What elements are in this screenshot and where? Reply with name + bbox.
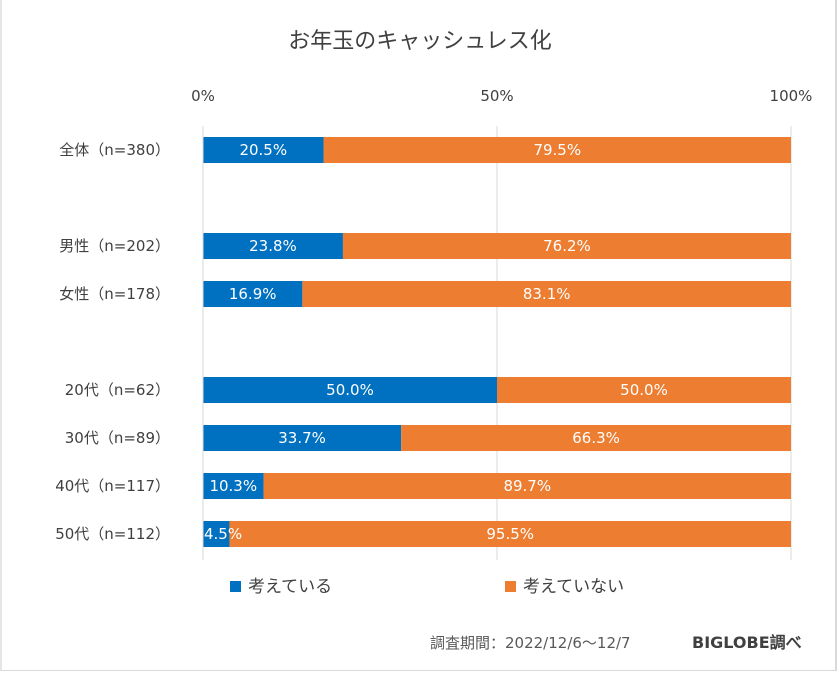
bar-segment-thinking[interactable] <box>203 281 303 307</box>
bar-segment-thinking[interactable] <box>203 137 324 163</box>
data-label: 20.5% <box>239 141 287 159</box>
data-label: 89.7% <box>503 477 551 495</box>
bar-segment-thinking[interactable] <box>203 521 230 547</box>
bar-segment-thinking[interactable] <box>203 233 343 259</box>
bar-segment-not-thinking[interactable] <box>263 473 792 499</box>
legend-item-thinking[interactable]: 考えている <box>230 577 332 597</box>
data-label: 50.0% <box>620 381 668 399</box>
bars <box>203 137 792 547</box>
data-label: 95.5% <box>486 525 534 543</box>
legend-label-not-thinking: 考えていない <box>523 577 624 597</box>
category-label: 20代（n=62） <box>65 381 170 399</box>
bar-segment-not-thinking[interactable] <box>497 377 791 403</box>
category-label: 50代（n=112） <box>55 525 170 543</box>
bar-segment-thinking[interactable] <box>203 377 497 403</box>
data-label: 79.5% <box>533 141 581 159</box>
data-label: 33.7% <box>278 429 326 447</box>
legend-label-thinking: 考えている <box>248 577 332 597</box>
bar-segment-not-thinking[interactable] <box>302 281 791 307</box>
bar-segment-thinking[interactable] <box>203 473 264 499</box>
bar-segment-not-thinking[interactable] <box>401 425 791 451</box>
source-note: BIGLOBE調べ <box>692 633 802 652</box>
legend-swatch-thinking <box>230 581 241 592</box>
x-axis-ticks: 0% 50% 100% <box>191 87 812 105</box>
category-label: 全体（n=380） <box>59 141 170 159</box>
data-label: 4.5% <box>204 525 242 543</box>
category-labels: 全体（n=380） 男性（n=202） 女性（n=178） 20代（n=62） 30代（… <box>55 141 170 543</box>
x-tick-label: 50% <box>480 87 513 105</box>
bar-segment-not-thinking[interactable] <box>342 233 791 259</box>
x-tick-label: 100% <box>770 87 813 105</box>
data-label: 66.3% <box>572 429 620 447</box>
bar-segment-not-thinking[interactable] <box>229 521 791 547</box>
bar-segment-thinking[interactable] <box>203 425 402 451</box>
data-label: 23.8% <box>249 237 297 255</box>
data-label: 76.2% <box>543 237 591 255</box>
survey-period-note: 調査期間：2022/12/6～12/7 <box>430 634 631 652</box>
data-label: 10.3% <box>209 477 257 495</box>
legend-swatch-not-thinking <box>505 581 516 592</box>
data-label: 83.1% <box>523 285 571 303</box>
chart-title: お年玉のキャッシュレス化 <box>288 29 552 54</box>
bar-segment-not-thinking[interactable] <box>323 137 791 163</box>
x-tick-label: 0% <box>191 87 215 105</box>
category-label: 30代（n=89） <box>65 429 170 447</box>
category-label: 40代（n=117） <box>55 477 170 495</box>
legend: 考えている 考えていない <box>230 577 624 597</box>
data-label: 16.9% <box>229 285 277 303</box>
legend-item-not-thinking[interactable]: 考えていない <box>505 577 624 597</box>
data-labels: 20.5% 79.5% 23.8% 76.2% 16.9% 83.1% 50.0% 50.0%… <box>204 141 668 543</box>
category-label: 女性（n=178） <box>59 285 170 303</box>
data-label: 50.0% <box>326 381 374 399</box>
category-label: 男性（n=202） <box>59 237 170 255</box>
